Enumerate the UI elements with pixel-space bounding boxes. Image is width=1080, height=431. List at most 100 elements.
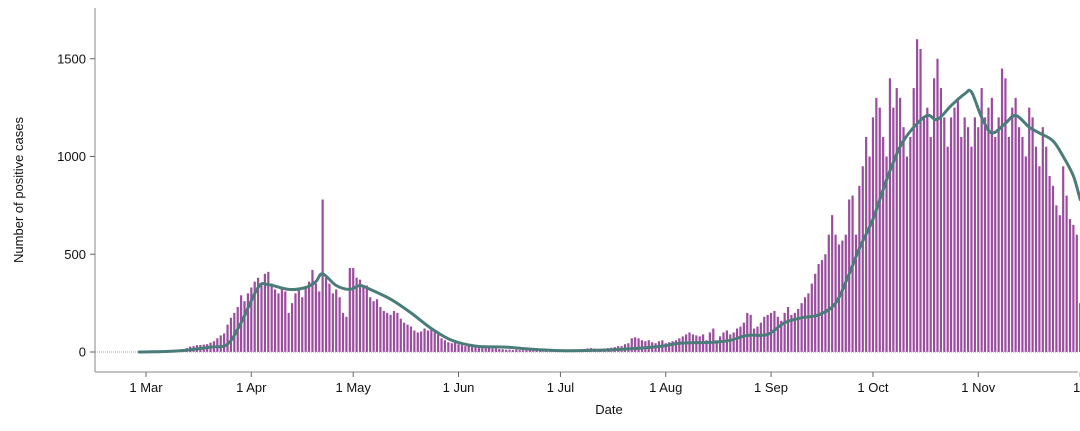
bar <box>443 340 447 352</box>
bar <box>1011 107 1014 353</box>
x-tick-label: 1 Mar <box>129 380 163 395</box>
bar <box>447 342 450 353</box>
bar <box>729 334 732 352</box>
bar <box>521 350 525 352</box>
bar <box>352 267 355 352</box>
bar <box>525 350 528 352</box>
bar <box>790 314 793 353</box>
bar <box>450 343 453 352</box>
bar <box>535 350 538 352</box>
bar <box>430 329 433 352</box>
bar <box>926 107 929 353</box>
x-tick-label: 1 Jun <box>443 380 475 395</box>
bar <box>382 310 385 352</box>
bar <box>817 264 820 352</box>
bar <box>396 312 399 352</box>
bar <box>844 234 847 352</box>
bar <box>484 348 487 352</box>
bar <box>1041 127 1044 352</box>
bar <box>1017 127 1021 352</box>
bar <box>814 273 817 352</box>
bar <box>1004 78 1007 353</box>
bar <box>246 293 250 352</box>
bar <box>970 146 973 352</box>
bar <box>528 350 531 352</box>
bar <box>990 97 993 352</box>
bar <box>858 185 861 352</box>
bar <box>834 234 837 352</box>
bar <box>474 347 477 352</box>
bar <box>939 88 942 352</box>
bar <box>304 287 307 353</box>
bar <box>963 117 966 353</box>
bar <box>980 88 983 352</box>
bar <box>488 348 491 352</box>
bar <box>375 299 379 352</box>
bar <box>433 332 436 352</box>
bar <box>498 349 501 352</box>
bar <box>515 349 518 352</box>
bar <box>392 310 396 352</box>
bar <box>803 297 807 352</box>
bar <box>365 285 368 352</box>
bar <box>868 156 871 352</box>
bar <box>280 287 283 353</box>
bar <box>321 199 324 352</box>
bar <box>406 324 409 352</box>
bar <box>1051 185 1055 352</box>
bar <box>362 287 365 353</box>
bar <box>501 349 504 352</box>
bar <box>637 338 640 352</box>
bar <box>960 136 963 352</box>
bar <box>294 293 297 352</box>
bar <box>875 97 878 352</box>
bar <box>287 312 290 352</box>
bar <box>494 348 497 352</box>
bar <box>467 346 470 352</box>
bar <box>358 279 362 352</box>
bar <box>1075 234 1078 352</box>
bar <box>331 293 334 352</box>
bar <box>1045 146 1048 352</box>
bar <box>314 283 317 352</box>
bar <box>324 277 328 352</box>
bar <box>732 332 735 352</box>
bar <box>746 312 749 352</box>
bar <box>464 346 467 352</box>
bar <box>341 312 345 352</box>
y-tick-label: 500 <box>64 247 86 262</box>
bar <box>871 117 875 353</box>
bar <box>420 331 423 352</box>
bar <box>416 332 419 352</box>
bar <box>277 293 280 352</box>
bar <box>1014 97 1017 352</box>
bar <box>318 291 321 352</box>
bar <box>1048 176 1051 352</box>
bar <box>678 338 681 352</box>
bar <box>888 78 892 353</box>
bar <box>786 307 790 352</box>
bar <box>267 271 270 353</box>
y-tick-label: 1500 <box>57 51 86 66</box>
bar <box>851 195 854 352</box>
bar <box>440 338 443 352</box>
bar <box>899 97 902 352</box>
bar <box>933 78 936 353</box>
bar <box>457 344 460 352</box>
x-tick-label: 1 I <box>1073 380 1080 395</box>
bar <box>905 156 909 352</box>
bars-group <box>148 39 1080 353</box>
bar <box>827 234 830 352</box>
bar <box>712 328 715 352</box>
bar <box>909 136 912 352</box>
bar <box>936 58 939 352</box>
bar <box>399 318 402 352</box>
bar <box>257 277 260 352</box>
bar <box>973 117 976 353</box>
bar <box>715 340 718 352</box>
bar <box>749 314 752 353</box>
x-axis-title: Date <box>595 402 622 417</box>
bar <box>460 345 464 352</box>
bar <box>735 328 739 352</box>
